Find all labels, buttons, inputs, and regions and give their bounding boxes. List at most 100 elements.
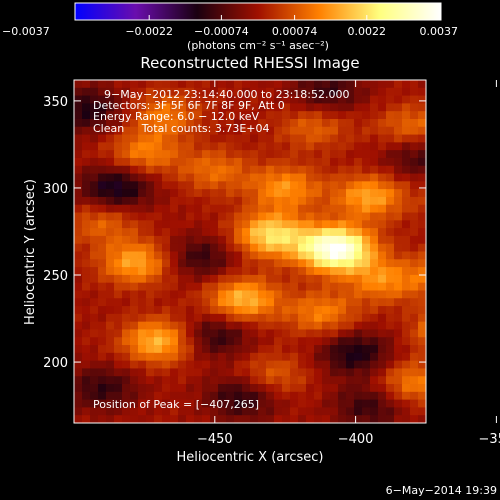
heatmap-cell (418, 173, 426, 182)
heatmap-cell (82, 111, 91, 120)
heatmap-cell (258, 306, 267, 315)
heatmap-cell (330, 321, 339, 331)
heatmap-cell (410, 142, 419, 151)
heatmap-cell (266, 220, 275, 229)
heatmap-cell (146, 111, 155, 120)
heatmap-cell (170, 80, 179, 89)
heatmap-cell (146, 80, 155, 89)
heatmap-cell (282, 165, 291, 175)
heatmap-cell (146, 360, 155, 370)
heatmap-cell (154, 235, 163, 245)
heatmap-cell (186, 391, 195, 401)
heatmap-cell (82, 259, 91, 268)
heatmap-cell (266, 267, 275, 276)
heatmap-cell (210, 391, 219, 401)
heatmap-cell (370, 157, 379, 167)
heatmap-cell (330, 313, 339, 323)
heatmap-cell (90, 95, 99, 104)
heatmap-cell (378, 142, 387, 151)
heatmap-cell (394, 111, 403, 120)
heatmap-cell (258, 126, 267, 136)
heatmap-cell (218, 290, 227, 299)
heatmap-cell (250, 80, 259, 89)
heatmap-cell (378, 228, 387, 237)
heatmap-cell (98, 212, 107, 221)
heatmap-cell (370, 126, 379, 136)
heatmap-cell (362, 103, 371, 112)
heatmap-cell (218, 87, 227, 97)
heatmap-cell (226, 95, 235, 104)
heatmap-cell (194, 267, 203, 276)
heatmap-cell (170, 345, 179, 354)
heatmap-cell (226, 173, 235, 182)
heatmap-cell (258, 173, 267, 182)
heatmap-cell (258, 118, 267, 128)
heatmap-cell (122, 189, 131, 198)
heatmap-cell (162, 251, 171, 260)
heatmap-cell (282, 173, 291, 182)
heatmap-cell (138, 313, 147, 323)
heatmap-cell (162, 157, 171, 167)
heatmap-cell (370, 337, 379, 346)
heatmap-cell (362, 196, 371, 206)
colorbar-tick-label: 0.0022 (348, 25, 387, 38)
heatmap-cell (418, 189, 426, 198)
y-tick-label: 300 (43, 182, 68, 197)
heatmap-cell (370, 103, 379, 112)
heatmap-cell (290, 196, 299, 206)
heatmap-cell (386, 204, 395, 214)
heatmap-cell (298, 415, 307, 423)
heatmap-cell (186, 173, 195, 182)
heatmap-cell (386, 196, 395, 206)
heatmap-cell (202, 118, 211, 128)
heatmap-cell (410, 235, 419, 245)
heatmap-cell (322, 313, 331, 323)
heatmap-cell (138, 103, 147, 112)
heatmap-cell (266, 142, 275, 151)
heatmap-cell (322, 282, 331, 292)
heatmap-cell (170, 313, 179, 323)
heatmap-cell (90, 204, 99, 214)
heatmap-cell (98, 321, 107, 331)
heatmap-cell (130, 267, 139, 276)
heatmap-cell (154, 384, 163, 393)
heatmap-cell (410, 376, 419, 385)
heatmap-cell (98, 228, 107, 237)
heatmap-cell (186, 415, 195, 423)
heatmap-cell (130, 126, 139, 136)
heatmap-cell (154, 212, 163, 221)
heatmap-cell (258, 360, 267, 370)
heatmap-cell (378, 313, 387, 323)
heatmap-cell (82, 306, 91, 315)
heatmap-cell (242, 391, 251, 401)
heatmap-cell (90, 337, 99, 346)
heatmap-cell (170, 306, 179, 315)
heatmap-cell (306, 251, 315, 260)
heatmap-cell (178, 290, 187, 299)
heatmap-cell (378, 415, 387, 423)
heatmap-cell (226, 165, 235, 175)
heatmap-cell (218, 251, 227, 260)
heatmap-cell (386, 267, 395, 276)
heatmap-cell (306, 173, 315, 182)
heatmap-cell (346, 87, 355, 97)
heatmap-cell (242, 290, 251, 299)
heatmap-cell (194, 212, 203, 221)
heatmap-cell (354, 384, 363, 393)
heatmap-cell (130, 142, 139, 151)
heatmap-cell (282, 321, 291, 331)
heatmap-cell (146, 368, 155, 377)
heatmap-cell (186, 189, 195, 198)
heatmap-cell (402, 87, 411, 97)
heatmap-cell (170, 134, 179, 143)
heatmap-cell (130, 228, 139, 237)
heatmap-cell (82, 360, 91, 370)
heatmap-cell (274, 290, 283, 299)
heatmap-cell (298, 267, 307, 276)
heatmap-cell (74, 87, 83, 97)
heatmap-cell (74, 134, 83, 143)
heatmap-cell (298, 196, 307, 206)
heatmap-cell (314, 360, 323, 370)
heatmap-cell (306, 407, 315, 416)
heatmap-cell (106, 243, 115, 253)
